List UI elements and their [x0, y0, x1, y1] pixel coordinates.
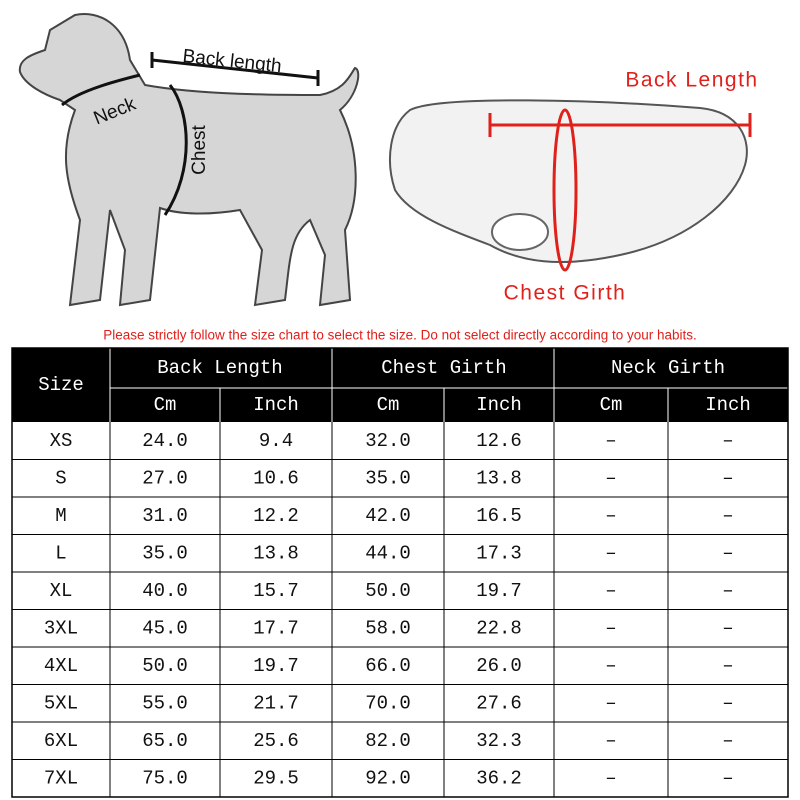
table-cell: –	[605, 542, 616, 564]
table-cell: 6XL	[44, 730, 78, 752]
table-cell: –	[722, 580, 733, 602]
table-cell: 65.0	[142, 730, 188, 752]
table-cell: L	[55, 542, 66, 564]
table-cell: 26.0	[476, 655, 522, 677]
table-cell: 44.0	[365, 542, 411, 564]
table-cell: –	[722, 730, 733, 752]
table-cell: 5XL	[44, 692, 78, 714]
table-cell: S	[55, 467, 66, 489]
table-cell: 13.8	[253, 542, 299, 564]
table-cell: –	[605, 730, 616, 752]
header-background	[12, 348, 788, 422]
unit-header: Cm	[154, 394, 177, 416]
table-cell: 24.0	[142, 430, 188, 452]
table-cell: 10.6	[253, 467, 299, 489]
table-cell: –	[605, 580, 616, 602]
table-cell: 22.8	[476, 617, 522, 639]
table-cell: 36.2	[476, 767, 522, 789]
table-cell: 58.0	[365, 617, 411, 639]
table-cell: 92.0	[365, 767, 411, 789]
table-cell: 9.4	[259, 430, 293, 452]
group-header: Neck Girth	[611, 357, 725, 379]
jacket-chest-girth-label: Chest Girth	[504, 282, 627, 305]
table-cell: –	[722, 617, 733, 639]
notice: Please strictly follow the size chart to…	[103, 328, 697, 343]
table-cell: 27.0	[142, 467, 188, 489]
jacket-illustration: Back Length Chest Girth	[389, 69, 758, 305]
table-cell: –	[605, 767, 616, 789]
table-cell: –	[722, 430, 733, 452]
table-border	[11, 347, 789, 798]
size-table: Size Back Length Chest Girth Neck Girth Cm In…	[11, 347, 789, 798]
table-cell: –	[722, 542, 733, 564]
unit-header: Inch	[253, 394, 299, 416]
table-cell: XL	[50, 580, 73, 602]
table-cell: –	[605, 505, 616, 527]
table-cell: 4XL	[44, 655, 78, 677]
table-cell: 3XL	[44, 617, 78, 639]
dog-chest-label: Chest	[189, 124, 210, 174]
table-cell: –	[605, 430, 616, 452]
unit-header: Cm	[377, 394, 400, 416]
table-cell: 21.7	[253, 692, 299, 714]
table-cell: 75.0	[142, 767, 188, 789]
table-cell: 29.5	[253, 767, 299, 789]
table-cell: 7XL	[44, 767, 78, 789]
table-cell: 50.0	[365, 580, 411, 602]
dog-illustration: Back length Neck Chest	[18, 13, 360, 307]
unit-header: Inch	[705, 394, 751, 416]
table-cell: 70.0	[365, 692, 411, 714]
table-cell: –	[605, 467, 616, 489]
table-cell: 55.0	[142, 692, 188, 714]
table-cell: 31.0	[142, 505, 188, 527]
table-cell: 32.0	[365, 430, 411, 452]
table-cell: XS	[50, 430, 73, 452]
table-cell: 17.7	[253, 617, 299, 639]
table-cell: 19.7	[476, 580, 522, 602]
table-cell: –	[605, 617, 616, 639]
dog-back-length-label: Back length	[182, 46, 283, 77]
table-cell: 45.0	[142, 617, 188, 639]
table-cell: M	[55, 505, 66, 527]
table-cell: 50.0	[142, 655, 188, 677]
group-header: Chest Girth	[381, 357, 506, 379]
size-header: Size	[38, 374, 84, 396]
table-cell: –	[722, 467, 733, 489]
table-cell: 27.6	[476, 692, 522, 714]
table-cell: –	[605, 655, 616, 677]
table-cell: 16.5	[476, 505, 522, 527]
table-cell: 15.7	[253, 580, 299, 602]
table-cell: 40.0	[142, 580, 188, 602]
table-cell: –	[722, 655, 733, 677]
table-cell: 13.8	[476, 467, 522, 489]
table-cell: 17.3	[476, 542, 522, 564]
unit-header: Inch	[476, 394, 522, 416]
table-cell: 42.0	[365, 505, 411, 527]
table-cell: 35.0	[142, 542, 188, 564]
table-cell: –	[722, 505, 733, 527]
table-cell: 12.6	[476, 430, 522, 452]
table-cell: 25.6	[253, 730, 299, 752]
table-cell: –	[722, 692, 733, 714]
group-header: Back Length	[157, 357, 282, 379]
unit-header: Cm	[600, 394, 623, 416]
table-cell: 35.0	[365, 467, 411, 489]
table-cell: –	[605, 692, 616, 714]
table-cell: 12.2	[253, 505, 299, 527]
table-cell: –	[722, 767, 733, 789]
jacket-back-length-label: Back Length	[625, 69, 758, 92]
table-cell: 32.3	[476, 730, 522, 752]
table-cell: 19.7	[253, 655, 299, 677]
table-cell: 66.0	[365, 655, 411, 677]
table-cell: 82.0	[365, 730, 411, 752]
